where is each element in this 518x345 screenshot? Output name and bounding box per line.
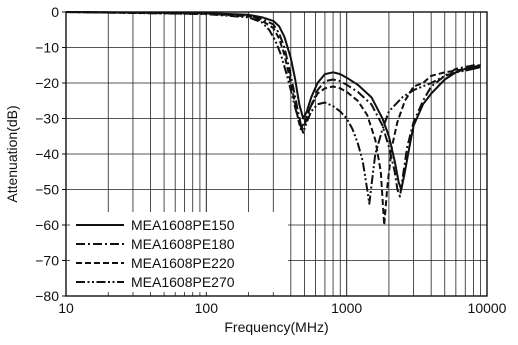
x-tick-label: 100 <box>195 300 219 316</box>
series-line-4 <box>65 11 481 205</box>
series-lines <box>65 11 481 226</box>
y-tick-label: −10 <box>35 40 59 56</box>
x-tick-label: 1000 <box>331 300 362 316</box>
y-tick-label: −70 <box>35 253 59 269</box>
y-axis-title: Attenuation(dB) <box>4 105 20 202</box>
y-tick-label: −80 <box>35 288 59 304</box>
y-tick-label: 0 <box>51 4 59 20</box>
x-tick-label: 10 <box>58 300 74 316</box>
y-tick-labels: 0 −10 −20 −30 −40 −50 −60 −70 −80 <box>35 4 66 304</box>
y-tick-label: −20 <box>35 75 59 91</box>
legend-label: MEA1608PE270 <box>131 274 235 290</box>
series-line-3 <box>65 11 481 226</box>
x-tick-labels: 10 100 1000 10000 <box>58 300 506 316</box>
legend: MEA1608PE150 MEA1608PE180 MEA1608PE220 MEA1… <box>70 212 288 292</box>
y-tick-label: −50 <box>35 182 59 198</box>
y-tick-label: −30 <box>35 111 59 127</box>
legend-label: MEA1608PE180 <box>131 236 235 252</box>
series-line-1 <box>65 11 481 191</box>
x-tick-label: 10000 <box>468 300 507 316</box>
series-line-2 <box>65 11 481 198</box>
legend-label: MEA1608PE220 <box>131 255 235 271</box>
x-axis-title: Frequency(MHz) <box>224 319 328 335</box>
y-tick-label: −40 <box>35 146 59 162</box>
y-tick-label: −60 <box>35 217 59 233</box>
legend-label: MEA1608PE150 <box>131 217 235 233</box>
